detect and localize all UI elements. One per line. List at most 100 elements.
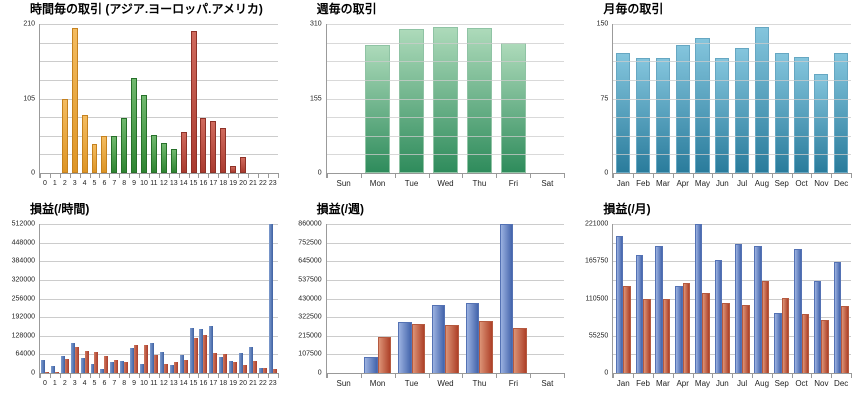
bar-9-s1[interactable]	[130, 347, 135, 373]
bar-20[interactable]	[240, 156, 247, 173]
bar-13-s1[interactable]	[169, 364, 174, 373]
bar-22-s2[interactable]	[262, 368, 267, 373]
bar-21-s2[interactable]	[252, 361, 257, 373]
bar-Fri[interactable]	[500, 43, 527, 173]
bar-8[interactable]	[121, 117, 128, 173]
bar-Mon-s1[interactable]	[364, 356, 378, 373]
bar-17-s1[interactable]	[209, 326, 214, 373]
bar-16-s1[interactable]	[199, 329, 204, 373]
bar-Jun[interactable]	[715, 57, 730, 173]
bar-Wed-s2[interactable]	[445, 324, 460, 373]
bar-12-s1[interactable]	[159, 352, 164, 373]
bar-20-s2[interactable]	[243, 365, 248, 373]
bar-Jan[interactable]	[616, 52, 631, 173]
bar-Feb-s2[interactable]	[643, 298, 651, 373]
bar-Sep-s2[interactable]	[781, 298, 790, 373]
bar-6-s1[interactable]	[100, 369, 105, 373]
bar-9-s2[interactable]	[134, 345, 139, 373]
bar-Jun-s2[interactable]	[722, 302, 730, 373]
bar-Dec-s1[interactable]	[833, 261, 842, 373]
bar-Apr[interactable]	[675, 44, 690, 173]
bar-14-s1[interactable]	[179, 355, 184, 373]
bar-0-s1[interactable]	[40, 359, 45, 373]
bar-23-s1[interactable]	[268, 224, 273, 373]
bar-0-s2[interactable]	[44, 372, 49, 373]
bar-Jul-s1[interactable]	[734, 244, 743, 373]
bar-14-s2[interactable]	[183, 359, 188, 373]
bar-Aug-s2[interactable]	[761, 280, 770, 373]
bar-19-s1[interactable]	[229, 361, 234, 373]
bar-11-s1[interactable]	[149, 342, 154, 373]
bar-Tue-s2[interactable]	[411, 323, 426, 373]
bar-10-s2[interactable]	[144, 345, 148, 373]
bar-Nov-s2[interactable]	[821, 319, 829, 373]
bar-Mar[interactable]	[655, 57, 670, 173]
bar-19-s2[interactable]	[233, 362, 238, 373]
bar-Fri-s1[interactable]	[499, 224, 514, 373]
bar-23-s2[interactable]	[272, 369, 277, 373]
bar-Jul[interactable]	[734, 47, 750, 173]
bar-16[interactable]	[200, 117, 207, 173]
bar-Jul-s2[interactable]	[742, 304, 750, 373]
bar-Thu[interactable]	[466, 27, 493, 173]
bar-6-s2[interactable]	[104, 355, 109, 373]
bar-4-s2[interactable]	[84, 350, 89, 373]
bar-Sep-s1[interactable]	[774, 313, 782, 373]
bar-14[interactable]	[180, 131, 187, 173]
bar-3-s2[interactable]	[74, 346, 79, 373]
bar-Oct-s2[interactable]	[801, 313, 810, 373]
bar-Nov[interactable]	[814, 73, 829, 173]
bar-Nov-s1[interactable]	[813, 280, 822, 373]
bar-Sep[interactable]	[774, 52, 789, 173]
bar-Oct[interactable]	[794, 56, 809, 173]
bar-13-s2[interactable]	[173, 361, 178, 373]
bar-Feb[interactable]	[635, 57, 651, 173]
bar-15[interactable]	[190, 31, 197, 173]
bar-13[interactable]	[170, 148, 177, 173]
bar-4-s1[interactable]	[80, 357, 85, 373]
bar-7-s1[interactable]	[110, 361, 115, 373]
bar-Aug-s1[interactable]	[754, 245, 762, 373]
bar-Aug[interactable]	[754, 26, 770, 173]
bar-Oct-s1[interactable]	[794, 248, 802, 373]
bar-7[interactable]	[111, 136, 118, 173]
bar-16-s2[interactable]	[203, 335, 208, 373]
bar-5-s2[interactable]	[94, 352, 99, 373]
bar-3-s1[interactable]	[70, 342, 75, 373]
bar-Dec[interactable]	[834, 52, 849, 173]
bar-21-s1[interactable]	[249, 346, 253, 373]
bar-Jan-s1[interactable]	[615, 236, 624, 373]
bar-12-s2[interactable]	[163, 363, 168, 373]
bar-Wed[interactable]	[432, 27, 459, 173]
bar-2[interactable]	[61, 98, 68, 173]
bar-Feb-s1[interactable]	[635, 255, 644, 373]
bar-19[interactable]	[230, 165, 237, 173]
bar-8-s2[interactable]	[124, 361, 129, 373]
bar-Thu-s2[interactable]	[479, 320, 494, 373]
bar-5-s1[interactable]	[90, 364, 95, 373]
bar-8-s1[interactable]	[120, 360, 125, 373]
bar-18-s1[interactable]	[219, 356, 224, 373]
bar-Jan-s2[interactable]	[623, 286, 631, 373]
bar-9[interactable]	[131, 77, 138, 173]
bar-Fri-s2[interactable]	[513, 328, 527, 373]
bar-May-s2[interactable]	[702, 292, 710, 373]
bar-10[interactable]	[141, 94, 147, 173]
bar-15-s1[interactable]	[189, 328, 194, 373]
bar-Tue-s1[interactable]	[397, 321, 412, 373]
bar-2-s2[interactable]	[64, 358, 69, 373]
bar-18-s2[interactable]	[223, 354, 228, 373]
bar-3[interactable]	[71, 27, 78, 173]
bar-11-s2[interactable]	[153, 354, 158, 373]
bar-Dec-s2[interactable]	[841, 305, 849, 373]
bar-Tue[interactable]	[398, 28, 425, 173]
bar-12[interactable]	[160, 142, 167, 173]
bar-1-s2[interactable]	[54, 371, 59, 373]
bar-Mar-s1[interactable]	[655, 245, 663, 373]
bar-10-s1[interactable]	[140, 363, 144, 373]
bar-15-s2[interactable]	[193, 338, 198, 373]
bar-6[interactable]	[101, 136, 108, 173]
bar-22-s1[interactable]	[258, 368, 263, 373]
bar-Mar-s2[interactable]	[662, 298, 671, 373]
bar-Mon[interactable]	[364, 44, 391, 173]
